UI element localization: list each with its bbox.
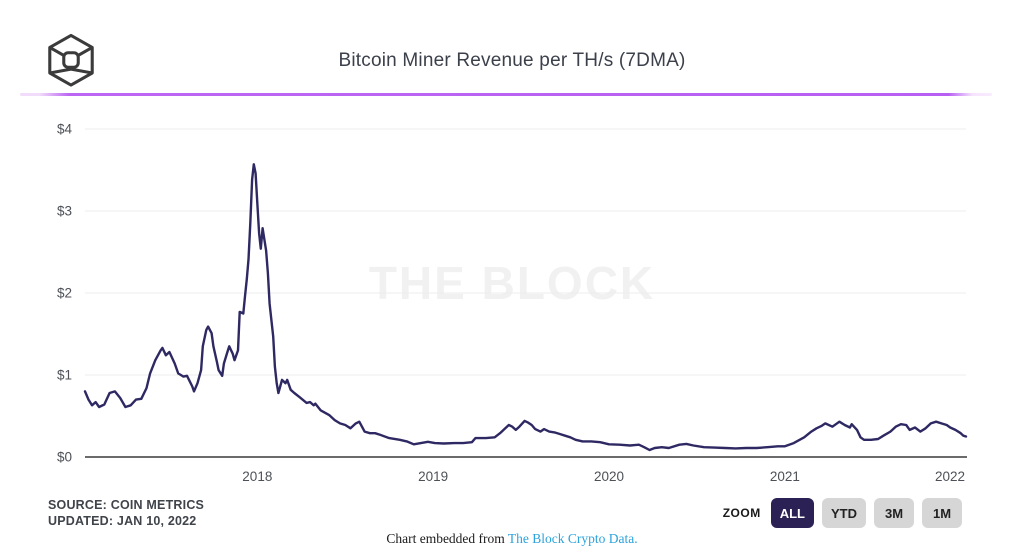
svg-text:$1: $1 (57, 368, 72, 383)
updated-label: UPDATED: JAN 10, 2022 (48, 514, 197, 528)
zoom-button-1m[interactable]: 1M (922, 498, 962, 528)
svg-text:2021: 2021 (770, 469, 800, 484)
svg-text:2022: 2022 (935, 469, 965, 484)
embed-source-link[interactable]: The Block Crypto Data. (507, 531, 638, 546)
svg-text:$3: $3 (57, 204, 72, 219)
source-label: SOURCE: COIN METRICS (48, 498, 205, 512)
embed-note: Chart embedded from The Block Crypto Dat… (0, 531, 1024, 547)
chart-title: Bitcoin Miner Revenue per TH/s (7DMA) (338, 50, 686, 71)
the-block-logo-icon (48, 33, 94, 87)
svg-text:2020: 2020 (594, 469, 624, 484)
zoom-controls: ZOOM ALL YTD 3M 1M (723, 498, 962, 528)
accent-divider (20, 93, 992, 96)
watermark-text: THE BLOCK (368, 257, 656, 309)
zoom-label: ZOOM (722, 506, 761, 520)
svg-text:$4: $4 (57, 122, 73, 137)
zoom-button-3m[interactable]: 3M (874, 498, 914, 528)
svg-text:$2: $2 (57, 286, 72, 301)
embed-note-prefix: Chart embedded from (386, 531, 508, 546)
source-block: SOURCE: COIN METRICS UPDATED: JAN 10, 20… (48, 497, 204, 529)
zoom-button-all[interactable]: ALL (770, 498, 814, 528)
zoom-button-ytd[interactable]: YTD (822, 498, 866, 528)
svg-text:2018: 2018 (242, 469, 272, 484)
svg-text:$0: $0 (57, 450, 72, 465)
svg-text:2019: 2019 (418, 469, 448, 484)
